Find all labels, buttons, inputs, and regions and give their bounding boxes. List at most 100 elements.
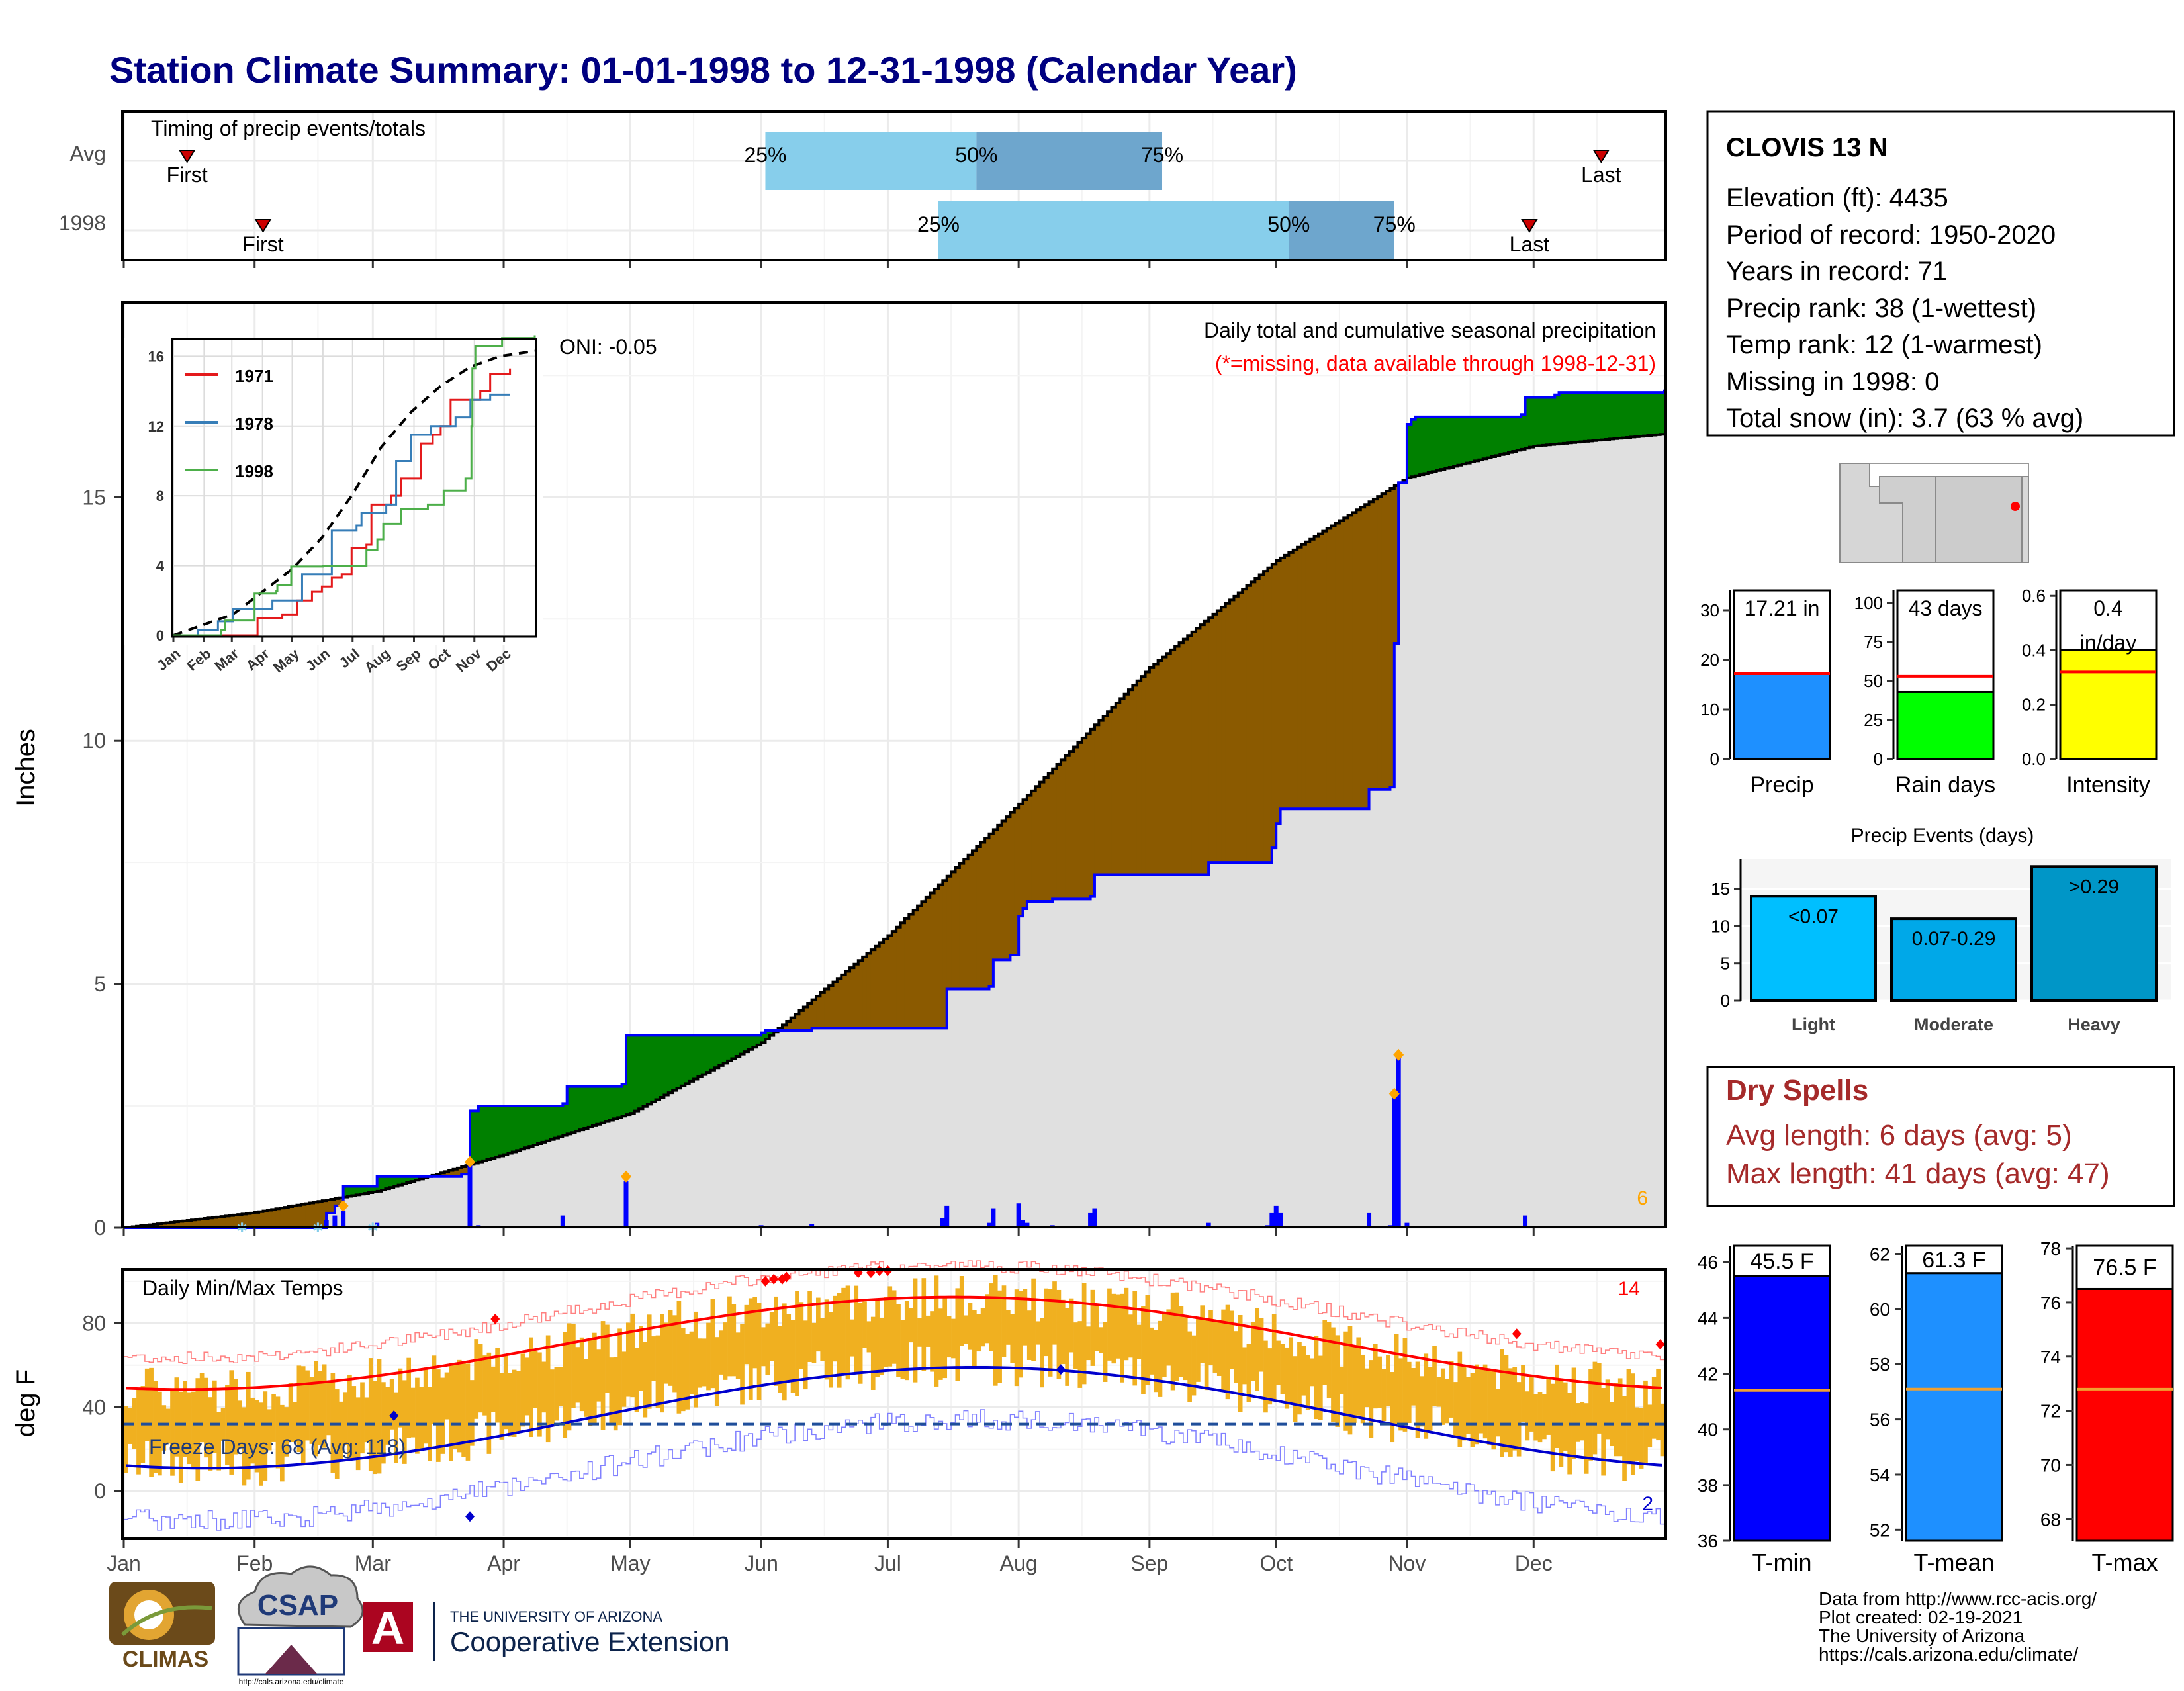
main-tick-label-y-3: 15 [82,485,106,509]
above-average-fill [402,1176,407,1184]
inset-month-label-0: Jan [154,645,183,674]
daily-temp-bar [1516,1382,1522,1457]
above-average-fill [385,1176,390,1189]
daily-temp-bar [347,1375,352,1461]
extreme-precip-marker-3 [1388,1087,1400,1100]
month-label-jun: Jun [744,1551,778,1575]
daily-temp-bar [1073,1322,1078,1369]
above-average-fill [710,1035,715,1070]
daily-temp-bar [841,1287,846,1375]
daily-temp-bar [1584,1403,1589,1474]
small-bar-tick-label-rain-days-4: 100 [1854,593,1883,613]
above-average-fill [647,1035,652,1105]
daily-temp-bar [183,1381,187,1457]
daily-temp-bar [997,1290,1002,1383]
daily-temp-bar [1639,1408,1644,1469]
daily-temp-bar [1103,1322,1108,1382]
daily-precip-bar-22 [1269,1212,1275,1228]
below-average-fill [1179,643,1184,875]
temp-title: Daily Min/Max Temps [142,1276,343,1300]
below-average-fill [1141,676,1146,875]
inset-month-label-1: Feb [184,645,214,674]
daily-temp-bar [917,1318,922,1347]
daily-temp-bar [934,1275,939,1387]
below-average-fill [1090,729,1095,897]
below-average-fill [1271,564,1277,848]
daily-temp-bar [719,1330,723,1375]
above-average-fill [351,1186,357,1196]
above-average-fill [706,1035,711,1073]
below-average-fill [254,1212,259,1228]
daily-temp-bar [490,1366,496,1412]
daily-temp-bar [1250,1322,1255,1381]
below-average-fill [1293,549,1298,809]
inset-legend-1971: 1971 [235,366,273,386]
daily-temp-bar [550,1369,555,1424]
below-average-fill [191,1220,197,1228]
below-average-fill [930,893,935,1028]
below-average-fill [250,1212,255,1228]
daily-temp-bar [385,1387,390,1445]
above-average-fill [685,1035,690,1084]
timing-bar-q25-q50-avg [765,132,977,190]
daily-temp-bar [368,1358,373,1471]
small-bar-charts: 0 10 20 30 17.21 in Precip 0 25 50 75 100 43 days Ra… [1700,586,2158,798]
timing-first-marker-1998 [254,219,272,233]
above-average-fill [486,1106,492,1160]
daily-temp-bar [1175,1292,1179,1381]
daily-temp-bar [891,1290,897,1364]
daily-temp-bar [1154,1330,1158,1393]
extreme-precip-marker-4 [1393,1048,1404,1061]
below-average-fill [951,872,956,989]
daily-temp-bar [1044,1288,1049,1357]
below-average-fill [824,989,829,1028]
daily-temp-bar [588,1338,593,1426]
daily-temp-bar [165,1408,171,1444]
above-average-fill [1432,416,1437,472]
daily-temp-bar [144,1368,150,1441]
csap-logo-url: http://cals.arizona.edu/climate [239,1677,344,1686]
below-average-fill [1115,703,1120,875]
above-average-fill [1576,392,1581,443]
daily-temp-bar [579,1337,584,1412]
below-average-fill [225,1216,230,1228]
below-average-fill [816,996,821,1028]
daily-temp-bar [1470,1373,1475,1447]
daily-temp-bar [1546,1378,1551,1435]
above-average-fill [1635,392,1640,437]
below-average-fill [288,1206,293,1228]
daily-temp-bar [246,1371,251,1480]
inset-month-label-4: May [270,645,302,676]
daily-temp-bar [170,1391,175,1476]
above-average-fill [1420,416,1425,475]
below-average-fill [913,910,918,1028]
daily-temp-bar [558,1367,563,1406]
temp-bar-tmin [1733,1275,1831,1542]
below-average-fill [980,842,985,989]
daily-temp-bar [1234,1331,1239,1383]
daily-temp-bar [288,1383,293,1443]
above-average-fill [625,1035,631,1115]
above-average-fill [499,1106,504,1156]
below-average-fill [1208,617,1214,863]
temp-bar-tick-label-tmin-4: 44 [1698,1308,1718,1328]
below-average-fill [1170,649,1175,875]
below-average-fill [1204,621,1209,875]
below-average-fill [187,1220,192,1228]
daily-temp-bar [132,1398,137,1449]
daily-temp-bar [326,1383,331,1436]
above-average-fill [394,1176,399,1187]
daily-temp-bar [955,1288,960,1381]
above-average-fill [478,1106,483,1162]
daily-temp-bar [495,1348,500,1423]
month-label-jan: Jan [107,1551,141,1575]
temp-frame [121,1268,1667,1540]
daily-temp-bar [1537,1392,1543,1443]
below-average-fill [1377,496,1383,790]
below-average-fill [1187,635,1193,875]
daily-temp-bar [314,1361,318,1457]
daily-temp-bar [1170,1292,1175,1391]
below-average-fill [862,956,868,1028]
timing-frame [121,110,1667,261]
daily-precip-bar-27 [1392,1096,1397,1228]
